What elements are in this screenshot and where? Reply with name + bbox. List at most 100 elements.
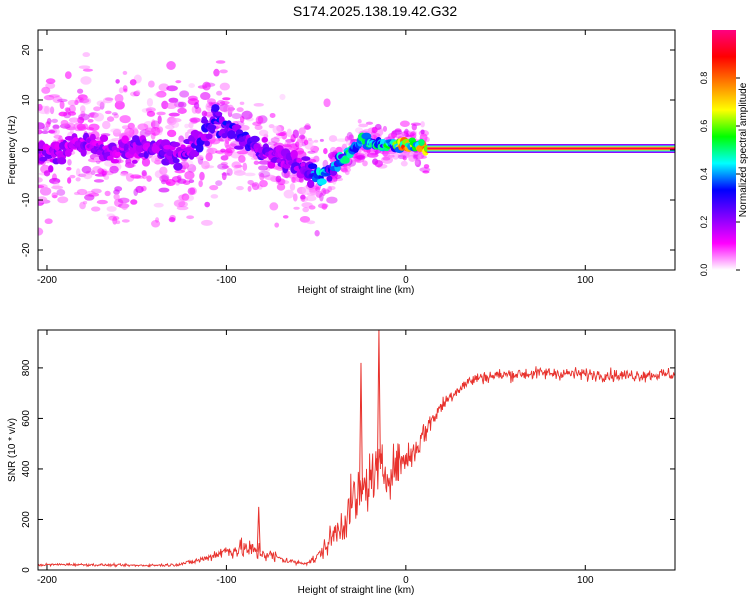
spectrogram-xtick-label: 100	[577, 275, 594, 286]
spectrogram-speckle	[258, 170, 271, 178]
spectrogram-ridge-blob	[57, 157, 67, 165]
spectrogram-speckle	[366, 152, 379, 158]
spectrogram-speckle	[51, 185, 64, 190]
snr-xtick-label: -100	[216, 575, 236, 586]
spectrogram-ridge-blob	[99, 134, 109, 143]
spectrogram-speckle	[77, 88, 84, 94]
spectrogram-speckle	[198, 180, 203, 188]
spectrogram-speckle	[93, 112, 105, 122]
spectrogram-speckle	[69, 126, 74, 135]
spectrogram-speckle	[224, 150, 231, 154]
spectrogram-speckle	[292, 193, 298, 202]
spectrogram-speckle	[306, 220, 316, 225]
spectrogram-speckle	[321, 203, 328, 210]
spectrogram-speckle	[52, 194, 58, 199]
spectrogram-ridge-blob	[114, 151, 122, 156]
spectrogram-speckle	[129, 91, 138, 97]
spectrogram-speckle	[221, 165, 230, 169]
spectrogram-speckle	[358, 123, 369, 128]
spectrogram-speckle	[38, 122, 45, 130]
spectrogram-speckle	[323, 98, 331, 108]
spectrogram-speckle	[224, 148, 233, 157]
spectrogram-speckle	[146, 110, 156, 117]
spectrogram-speckle	[242, 162, 248, 172]
spectrogram-speckle	[92, 166, 103, 174]
spectrogram-speckle	[282, 215, 289, 219]
spectrogram-speckle	[41, 130, 49, 135]
spectrogram-speckle	[68, 117, 80, 123]
spectrogram-speckle	[422, 170, 430, 174]
spectrogram-speckle	[80, 76, 92, 85]
spectrogram-speckle	[146, 175, 152, 182]
spectrogram-speckle	[108, 215, 120, 221]
spectrogram-speckle	[68, 104, 76, 114]
snr-ylabel: SNR (10 * v/v)	[7, 418, 18, 482]
spectrogram-ridge-blob	[307, 179, 315, 189]
spectrogram-speckle	[270, 137, 280, 143]
spectrogram-speckle	[130, 199, 138, 205]
snr-xtick-label: 0	[403, 575, 409, 586]
spectrogram-speckle	[424, 136, 430, 143]
spectrogram-speckle	[124, 131, 133, 137]
spectrogram-speckle	[115, 79, 120, 84]
spectrogram-speckle	[157, 115, 162, 125]
spectrogram-speckle	[409, 131, 417, 140]
spectrogram-speckle	[258, 160, 271, 165]
spectrogram-ridge-blob	[211, 104, 220, 112]
spectrogram-speckle	[225, 144, 232, 150]
spectrogram-speckle	[346, 164, 352, 169]
spectrogram-speckle	[387, 133, 396, 140]
snr-frame	[37, 329, 676, 571]
spectrogram-speckle	[357, 119, 362, 124]
spectrogram-speckle	[87, 119, 94, 123]
spectrogram-speckle	[327, 185, 333, 193]
spectrogram-speckle	[122, 85, 128, 92]
spectrogram-speckle	[86, 127, 95, 131]
spectrogram-speckle	[151, 219, 161, 228]
spectrogram-speckle	[179, 90, 190, 98]
spectrogram-speckle	[293, 206, 300, 210]
spectrogram-speckle	[189, 117, 201, 123]
spectrogram-speckle	[303, 139, 309, 146]
spectrogram-speckle	[274, 222, 280, 228]
spectrogram-speckle	[156, 128, 163, 136]
spectrogram-speckle	[168, 217, 176, 223]
spectrogram-speckle	[176, 206, 189, 211]
spectrogram-speckle	[155, 217, 160, 223]
spectrogram-speckle	[400, 132, 407, 138]
spectrogram-speckle	[160, 179, 167, 185]
snr-xtick-label: 100	[577, 575, 594, 586]
spectrogram-ridge-blob	[200, 118, 209, 124]
spectrogram-ridge-blob	[209, 126, 216, 134]
spectrogram-ridge-blob	[195, 143, 204, 153]
spectrogram-speckle	[46, 118, 52, 125]
spectrogram-speckle	[420, 129, 425, 135]
spectrogram-speckle	[43, 170, 51, 177]
spectrogram-speckle	[231, 113, 242, 120]
spectrogram-speckle	[52, 128, 60, 136]
spectrogram-speckle	[66, 166, 72, 171]
spectrogram-speckle	[272, 125, 282, 134]
spectrogram-speckle	[64, 71, 72, 79]
snr-peak	[376, 330, 381, 469]
spectrogram-ridge-blob	[301, 156, 311, 161]
colorbar-label: Normalized spectral amplitude	[738, 82, 749, 217]
spectrogram-speckle	[143, 121, 154, 129]
snr-axes: -200 -100 0 100 0 200 400 600 800	[21, 330, 675, 586]
snr-ytick-label: 0	[21, 567, 32, 573]
spectrogram-speckle	[51, 118, 58, 123]
spectrogram-speckle	[75, 177, 81, 182]
spectrogram-speckle	[57, 196, 69, 204]
spectrogram-xtick-label: -100	[216, 275, 236, 286]
spectrogram-speckle	[114, 100, 125, 110]
snr-ytick-label: 600	[21, 410, 32, 427]
spectrogram-speckle	[171, 121, 180, 128]
spectrogram-speckle	[215, 60, 226, 64]
spectrogram-speckle	[299, 216, 311, 223]
spectrogram-speckle	[231, 161, 242, 169]
spectrogram-speckle	[178, 194, 189, 201]
spectrogram-speckle	[52, 96, 63, 104]
spectrogram-speckle	[296, 138, 304, 148]
spectrogram-speckle	[154, 170, 164, 178]
